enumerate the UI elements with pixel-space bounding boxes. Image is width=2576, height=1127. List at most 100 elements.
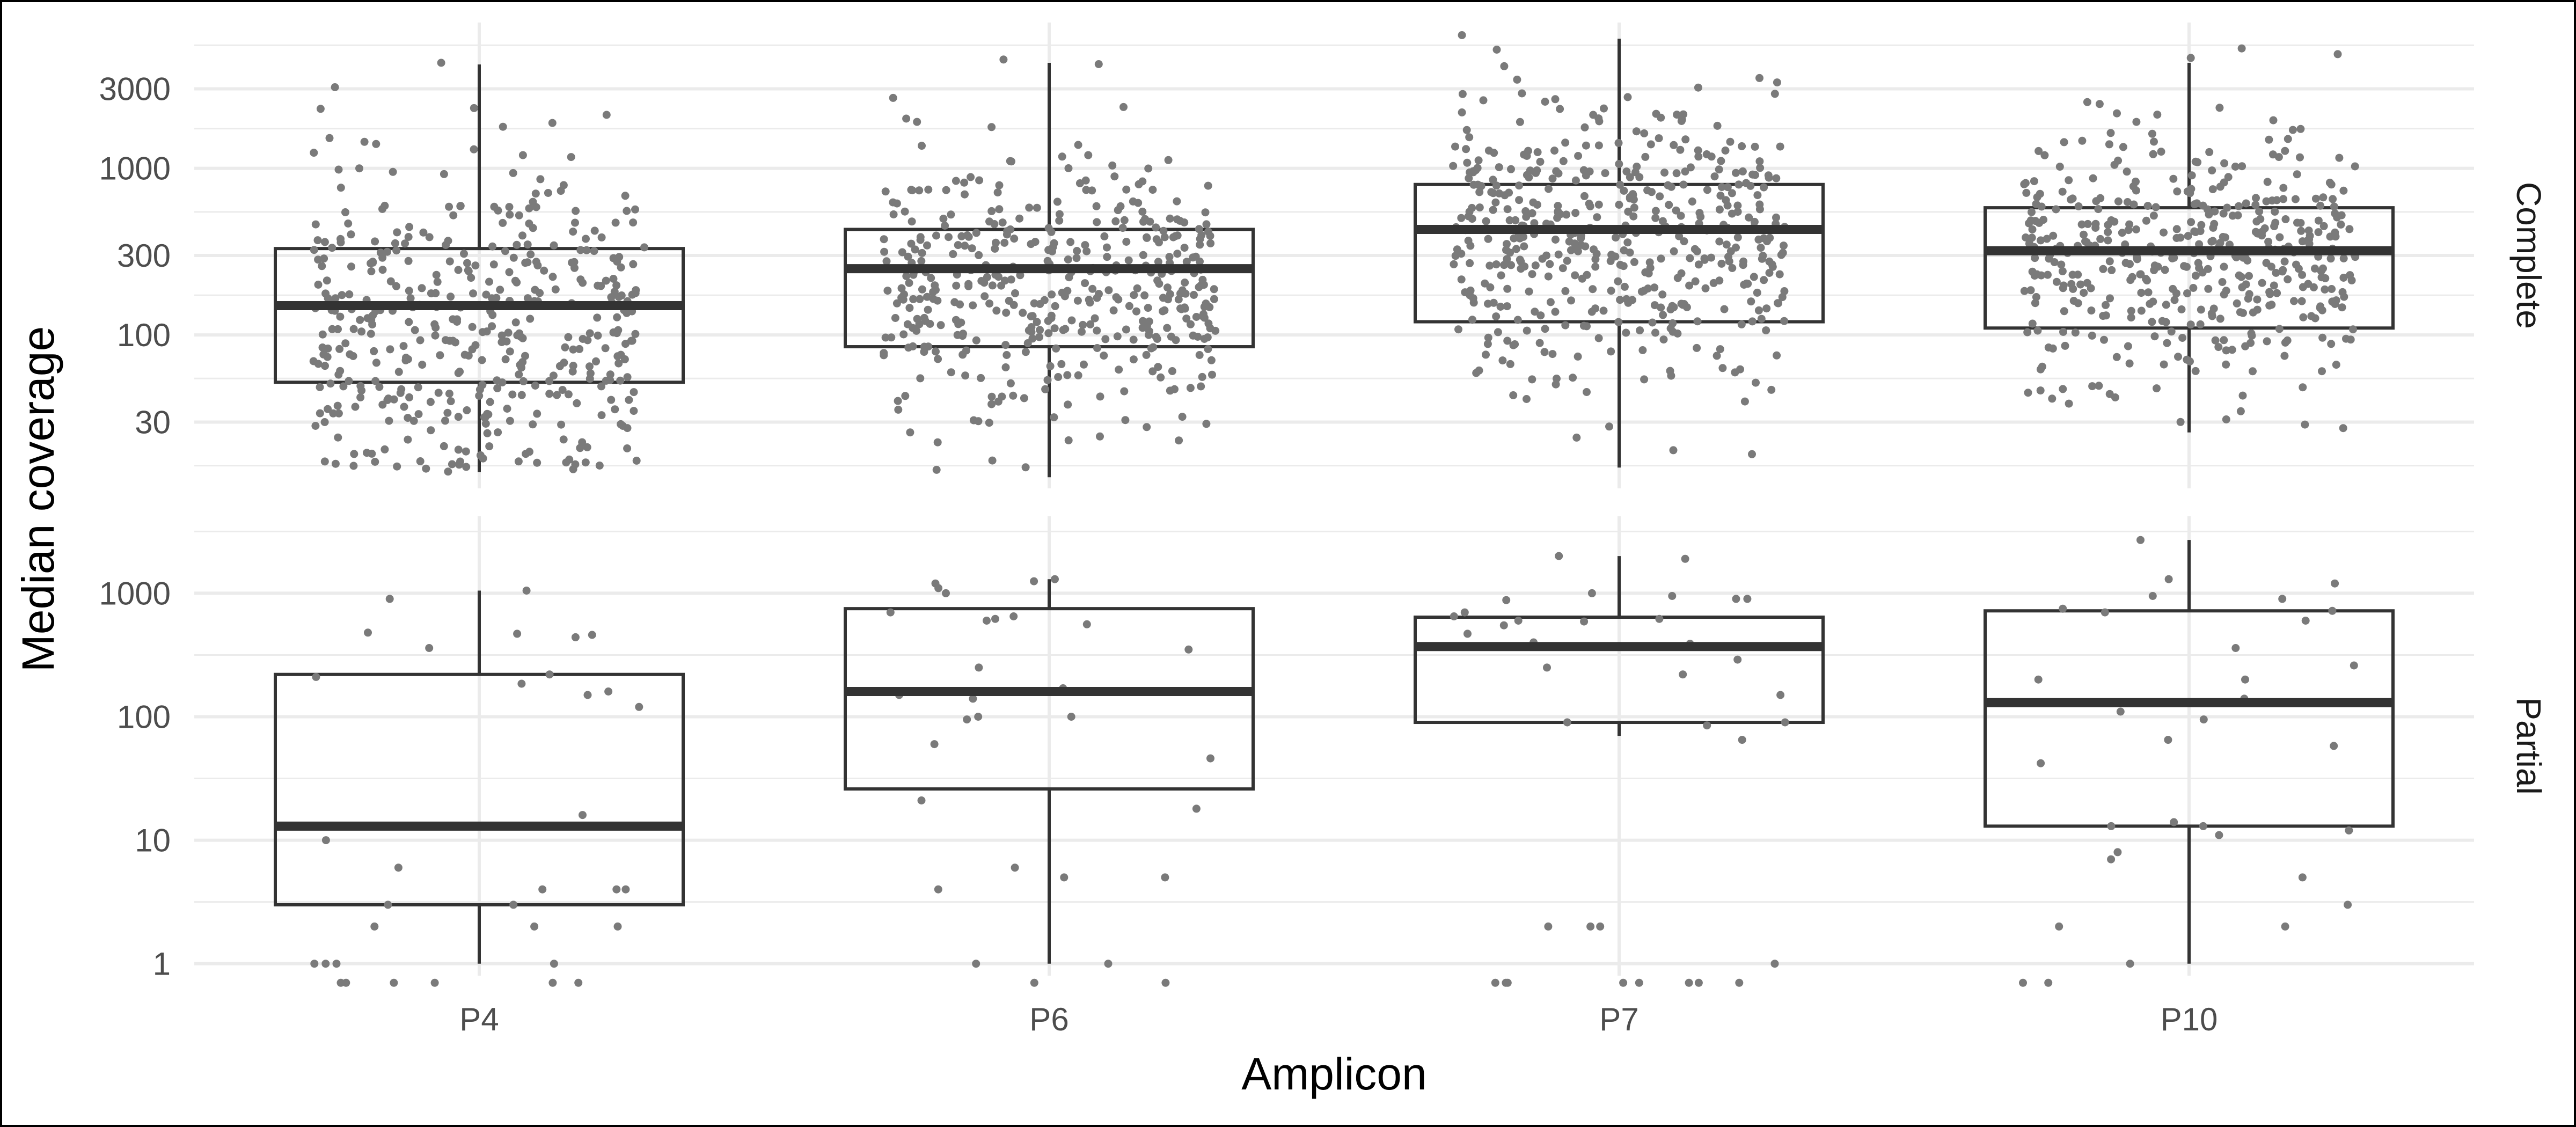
data-point — [1583, 388, 1591, 396]
data-point — [349, 352, 357, 360]
data-point — [1010, 235, 1019, 243]
data-point — [1003, 227, 1012, 236]
data-point — [2144, 288, 2153, 297]
data-point — [2105, 257, 2114, 266]
data-point — [1094, 60, 1103, 68]
data-point — [418, 284, 426, 292]
data-point — [2273, 289, 2281, 297]
data-point — [945, 233, 953, 241]
data-point — [553, 391, 561, 399]
data-point — [1562, 210, 1571, 219]
data-point — [529, 420, 537, 429]
data-point — [434, 389, 443, 397]
data-point — [1728, 264, 1737, 272]
data-point — [630, 388, 638, 397]
data-point — [475, 385, 484, 394]
data-point — [1587, 308, 1596, 316]
data-point — [2078, 136, 2087, 145]
data-point — [1002, 309, 1011, 317]
data-point — [616, 376, 625, 385]
data-point — [425, 233, 434, 241]
data-point — [917, 257, 926, 265]
data-point — [597, 411, 606, 420]
data-point — [1143, 233, 1151, 242]
data-point — [463, 406, 471, 414]
data-point — [441, 336, 450, 345]
data-point — [2258, 279, 2266, 287]
data-point — [2238, 162, 2246, 171]
data-point — [1745, 213, 1753, 222]
data-point — [1144, 304, 1152, 312]
data-point — [2105, 390, 2114, 398]
data-point — [1144, 164, 1153, 173]
data-point — [1082, 247, 1091, 255]
data-point — [451, 338, 459, 347]
data-point — [918, 142, 926, 150]
data-point — [339, 382, 348, 391]
data-point — [607, 396, 616, 404]
data-point — [2169, 174, 2178, 183]
data-point — [565, 455, 574, 464]
data-point — [2033, 326, 2042, 335]
data-point — [576, 275, 585, 284]
data-point — [506, 347, 514, 356]
data-point — [2293, 170, 2301, 179]
data-point — [494, 428, 502, 437]
data-point — [2183, 262, 2191, 271]
data-point — [2154, 262, 2162, 271]
data-point — [1051, 575, 1059, 583]
data-point — [572, 207, 580, 215]
data-point — [2102, 301, 2110, 309]
data-point — [2258, 231, 2266, 240]
data-point — [1021, 348, 1030, 356]
data-point — [621, 885, 630, 894]
y-tick-label: 100 — [117, 699, 171, 735]
data-point — [2214, 343, 2223, 352]
data-point — [1752, 378, 1760, 387]
data-point — [2119, 143, 2127, 151]
data-point — [2143, 276, 2151, 285]
data-point — [1774, 299, 1782, 308]
data-point — [462, 463, 471, 471]
data-point — [2094, 205, 2103, 214]
data-point — [2069, 284, 2077, 293]
data-point — [613, 313, 621, 321]
data-point — [1731, 368, 1739, 377]
data-point — [2190, 200, 2199, 209]
data-point — [2176, 233, 2185, 242]
data-point — [367, 259, 375, 268]
data-point — [2247, 329, 2256, 338]
data-point — [393, 228, 401, 237]
data-point — [1465, 133, 1474, 142]
data-point — [1525, 287, 1533, 296]
data-point — [2083, 279, 2091, 287]
data-point — [2163, 339, 2171, 347]
data-point — [1129, 355, 1138, 364]
data-point — [1048, 290, 1056, 299]
data-point — [1161, 978, 1170, 987]
data-point — [498, 338, 507, 346]
data-point — [571, 218, 579, 227]
data-point — [1208, 370, 1216, 379]
data-point — [513, 630, 522, 638]
data-point — [444, 237, 452, 245]
data-point — [617, 263, 625, 272]
data-point — [1181, 279, 1189, 287]
data-point — [623, 207, 631, 215]
data-point — [1630, 258, 1638, 266]
data-point — [1498, 356, 1507, 365]
data-point — [545, 377, 553, 385]
data-point — [2191, 367, 2200, 375]
data-point — [2241, 342, 2250, 350]
data-point — [1011, 863, 1019, 872]
data-point — [1672, 169, 1681, 178]
data-point — [960, 178, 969, 187]
data-point — [1204, 181, 1212, 190]
data-point — [2231, 163, 2240, 171]
data-point — [2164, 736, 2172, 744]
data-point — [1693, 317, 1702, 326]
data-point — [1159, 226, 1168, 235]
data-point — [952, 177, 960, 185]
data-point — [609, 275, 618, 283]
data-point — [1540, 348, 1549, 356]
